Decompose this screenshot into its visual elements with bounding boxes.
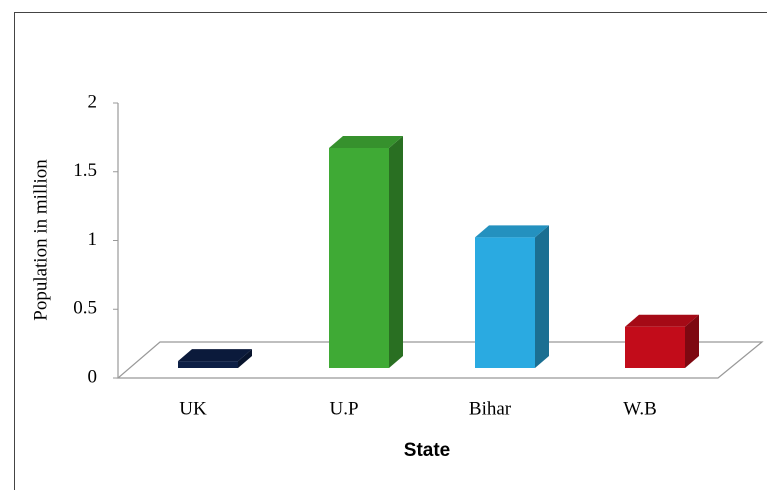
y-tick-label: 1	[88, 229, 98, 250]
bar-side	[535, 225, 549, 368]
bar-top	[475, 225, 549, 238]
bar-front	[625, 326, 685, 368]
bar-front	[178, 361, 238, 368]
x-tick-label: U.P	[329, 398, 358, 419]
bar	[625, 314, 699, 368]
bar-top	[625, 314, 699, 327]
bar-side	[389, 136, 403, 368]
x-axis-label: State	[404, 440, 450, 461]
y-tick-label: 1.5	[73, 160, 97, 181]
bar-top	[329, 136, 403, 148]
bar-front	[475, 237, 535, 368]
bar	[329, 136, 403, 368]
bar-side	[685, 314, 699, 368]
bar	[475, 225, 549, 368]
x-tick-label: Bihar	[469, 398, 512, 419]
bar	[178, 349, 252, 368]
bar-side	[238, 349, 252, 368]
y-tick-label: 0	[88, 366, 98, 387]
bar-front	[329, 148, 389, 368]
y-tick-label: 2	[88, 91, 98, 112]
x-tick-label: UK	[179, 398, 207, 419]
floor	[116, 341, 764, 379]
bar-top	[178, 349, 252, 362]
y-axis-label: Population in million	[30, 159, 51, 321]
x-tick-label: W.B	[623, 398, 657, 419]
frame	[14, 12, 767, 490]
y-tick-label: 0.5	[73, 298, 97, 319]
